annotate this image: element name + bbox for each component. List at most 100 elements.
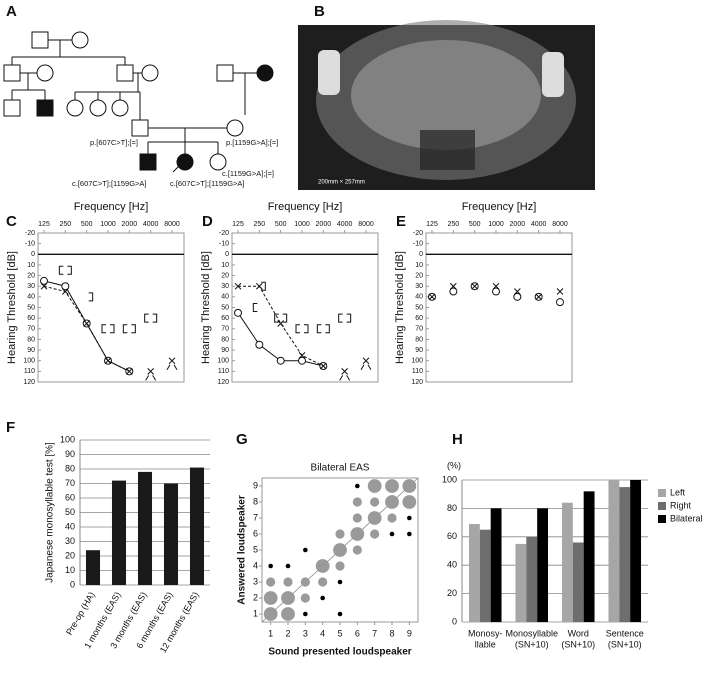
y-tick-label: 20 (27, 272, 35, 279)
x-tick-label: 125 (38, 221, 50, 228)
y-tick-label: -10 (25, 240, 35, 247)
panel-label: C (6, 213, 17, 230)
y-axis-label: Japanese monosyllable test [%] (45, 442, 56, 583)
legend-swatch (658, 489, 666, 497)
y-tick-label: 90 (27, 347, 35, 354)
marker-scale-out (339, 368, 351, 381)
x-tick-label: (SN+10) (515, 639, 549, 649)
marker-scale-out (166, 357, 178, 370)
marker-circle (449, 287, 458, 296)
bubble (385, 495, 399, 509)
female (71, 31, 89, 49)
bar (189, 467, 205, 585)
x-tick-label: 2000 (510, 221, 526, 228)
y-axis-label: Answered loudspeaker (237, 495, 248, 605)
y-tick-label: 110 (24, 368, 35, 375)
y-tick-label: 30 (415, 283, 423, 290)
bubble (370, 497, 380, 507)
implant (318, 50, 340, 95)
y-tick-label: 40 (221, 294, 229, 301)
y-axis-label: Hearing Threshold [dB] (6, 251, 18, 364)
marker-bracket (110, 324, 115, 334)
genotype: c.[607C>T];[1159G>A] (72, 179, 147, 188)
x-tick-label: (SN+10) (608, 639, 642, 649)
marker-scale-out (360, 357, 372, 370)
marker-bracket (325, 324, 330, 334)
marker-bracket (88, 292, 94, 302)
x-tick-label: 7 (372, 628, 377, 638)
panel-label: B (314, 3, 325, 20)
y-tick-label: 4 (253, 560, 258, 570)
y-tick-label: 80 (447, 503, 457, 513)
marker-bracket (152, 313, 158, 323)
panel-label: E (396, 213, 406, 230)
y-tick-label: 70 (415, 326, 423, 333)
y-tick-label: 10 (65, 565, 75, 575)
bubble (387, 513, 397, 523)
y-tick-label: 110 (412, 368, 423, 375)
x-tick-label: 8000 (358, 221, 374, 228)
bubble (281, 607, 295, 621)
marker-cross (255, 282, 263, 290)
y-tick-label: 80 (415, 336, 423, 343)
male (116, 64, 134, 82)
marker-bracket (58, 265, 64, 275)
y-tick-label: 1 (253, 608, 258, 618)
bar (608, 480, 620, 622)
skull (351, 40, 541, 150)
bubble (303, 547, 308, 553)
legend-swatch (658, 502, 666, 510)
y-tick-label: 0 (225, 251, 229, 258)
y-tick-label: 30 (27, 283, 35, 290)
marker-bracket (144, 313, 149, 323)
x-tick-label: 4 (320, 628, 325, 638)
x-tick-label: 1000 (488, 221, 504, 228)
y-tick-label: 40 (447, 560, 457, 570)
marker-scale-out (145, 368, 157, 381)
bar (137, 471, 153, 585)
marker-bracket (338, 313, 343, 323)
bubble (266, 577, 276, 587)
bubble (337, 611, 343, 617)
y-tick-label: 50 (65, 507, 75, 517)
y-tick-label: 8 (253, 496, 258, 506)
y-tick-label: 20 (65, 550, 75, 560)
x-tick-label: 5 (337, 628, 342, 638)
y-tick-label: 0 (70, 579, 75, 589)
proband (176, 153, 194, 171)
marker-circle (255, 340, 264, 349)
marker-cross (104, 357, 112, 365)
y-tick-label: 5 (253, 544, 258, 554)
bubble (263, 591, 278, 605)
y-tick-label: 20 (221, 272, 229, 279)
marker-cross (513, 288, 521, 295)
x-tick-label: 250 (447, 221, 459, 228)
marker-circle (61, 282, 70, 291)
male (3, 99, 21, 117)
marker-cross (492, 282, 500, 290)
marker-cross (234, 282, 242, 290)
y-tick-label: 80 (65, 463, 75, 473)
y-tick-label: 10 (415, 262, 423, 269)
female (111, 99, 129, 117)
y-tick-label: 40 (27, 294, 35, 301)
series-line (238, 285, 324, 367)
y-tick-label: 60 (221, 315, 229, 322)
y-tick-label: 10 (27, 262, 35, 269)
x-tick-label: llable (475, 639, 496, 649)
bubble (367, 511, 382, 525)
y-tick-label: -10 (413, 240, 423, 247)
bar (468, 524, 480, 622)
affected-female (256, 64, 274, 82)
x-tick-label: Word (568, 628, 589, 638)
y-tick-label: 60 (447, 531, 457, 541)
marker-bracket (101, 324, 106, 334)
genotype: c.[607C>T];[1159G>A] (170, 179, 245, 188)
y-tick-label: 10 (221, 262, 229, 269)
bubble (300, 577, 310, 587)
marker-bracket (274, 313, 279, 323)
affected-male (36, 99, 54, 117)
bar (583, 491, 595, 622)
y-tick-label: 70 (65, 478, 75, 488)
legend-label: Right (670, 500, 692, 510)
